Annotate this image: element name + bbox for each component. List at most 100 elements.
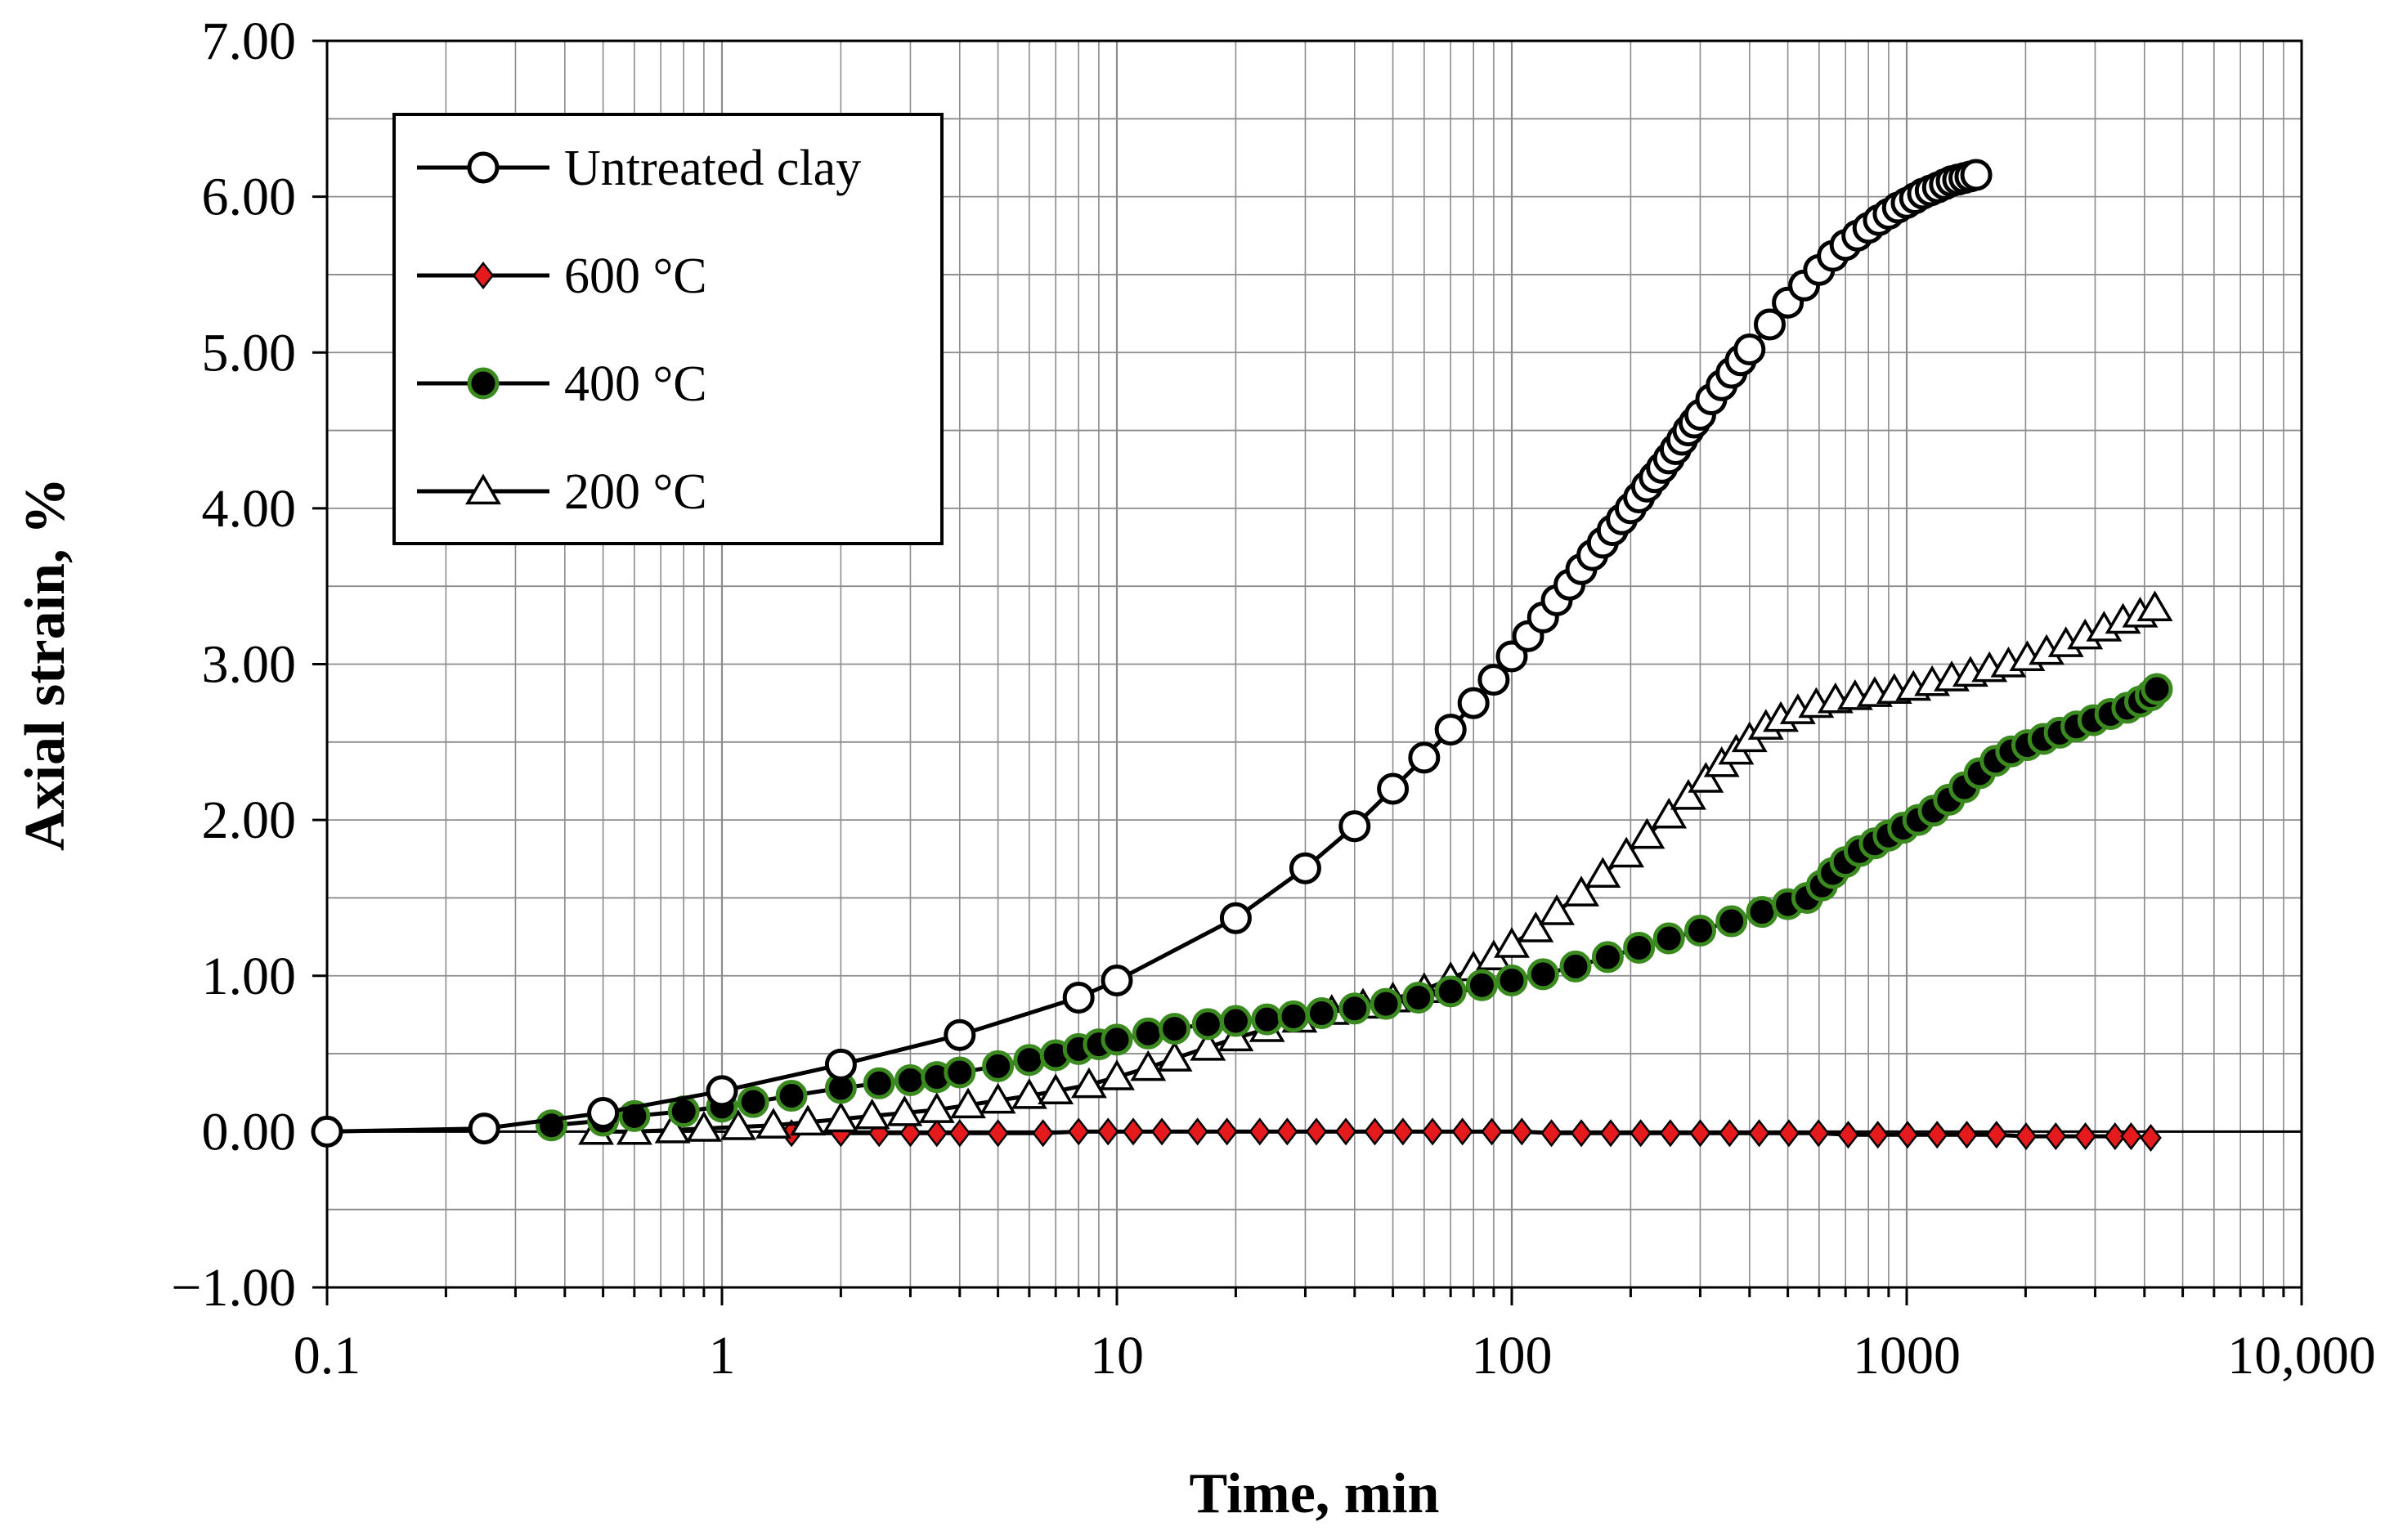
data-point <box>1132 1017 1164 1050</box>
data-point <box>1159 1013 1191 1045</box>
data-point <box>1276 1117 1298 1146</box>
x-axis-title: Time, min <box>1190 1462 1440 1525</box>
legend-label: Untreated clay <box>564 141 861 196</box>
y-tick-label: 2.00 <box>202 790 297 850</box>
data-point <box>1659 1119 1682 1148</box>
y-tick-label: −1.00 <box>171 1258 296 1318</box>
series-untreated-clay <box>311 159 1993 1148</box>
x-tick-label: 0.1 <box>294 1326 361 1386</box>
data-point <box>1494 927 1530 958</box>
data-point <box>2140 1123 2162 1153</box>
data-point <box>1216 1117 1238 1146</box>
data-point <box>1527 958 1559 991</box>
data-point <box>982 1050 1015 1082</box>
data-point <box>535 1109 567 1142</box>
data-point <box>311 1115 343 1148</box>
data-point <box>1477 664 1510 696</box>
data-point <box>1305 997 1338 1029</box>
data-point <box>1629 817 1666 849</box>
data-point <box>1563 875 1599 907</box>
data-point <box>1539 894 1575 925</box>
data-point <box>948 1119 971 1148</box>
legend: Untreated clay 600 °C 400 °C 200 °C <box>392 113 944 545</box>
y-tick-label: 3.00 <box>202 635 297 695</box>
data-point <box>2104 1122 2127 1151</box>
data-point <box>1754 308 1787 341</box>
data-point <box>894 1063 926 1096</box>
data-point <box>1150 1117 1173 1146</box>
legend-entry: Untreated clay <box>417 141 861 196</box>
y-tick-label: 7.00 <box>202 11 297 71</box>
y-tick-label: 6.00 <box>202 168 297 227</box>
data-point <box>987 1119 1009 1148</box>
legend-entry: 600 °C <box>417 248 707 304</box>
data-point <box>1599 1119 1622 1148</box>
data-point <box>1249 1117 1271 1146</box>
data-point <box>1778 1119 1800 1148</box>
data-point <box>1510 1117 1533 1146</box>
data-point <box>1837 1121 1859 1149</box>
series-600-c <box>780 1117 2162 1153</box>
data-point <box>1623 931 1656 964</box>
data-point <box>2074 1122 2096 1151</box>
data-point <box>1421 1117 1444 1146</box>
x-tick-label: 100 <box>1472 1326 1553 1386</box>
y-tick-label: 0.00 <box>202 1102 297 1162</box>
legend-box <box>392 113 944 545</box>
data-point <box>1377 772 1410 805</box>
data-point <box>1186 1117 1208 1146</box>
data-point <box>1457 687 1490 719</box>
data-point <box>587 1097 620 1129</box>
data-point <box>1392 1117 1414 1146</box>
data-point <box>1038 1073 1074 1104</box>
data-point <box>1364 1117 1386 1146</box>
y-tick-label: 5.00 <box>202 323 297 383</box>
series-200-c <box>578 590 2173 1145</box>
data-point <box>1608 836 1645 868</box>
data-point <box>1062 981 1095 1014</box>
data-point <box>1130 1050 1167 1081</box>
data-point <box>1926 1121 1948 1149</box>
data-point <box>2120 1122 2142 1151</box>
series-line <box>791 1129 2151 1140</box>
data-point <box>2045 1122 2067 1151</box>
data-point <box>1518 911 1554 942</box>
data-point <box>1689 1119 1711 1148</box>
data-point <box>1338 810 1371 843</box>
tick-labels: 0.1 1 10 100 1000 10,000 −1.00 0.00 1.00 2.00 3.00… <box>171 11 2375 1386</box>
data-point <box>823 1101 859 1133</box>
data-point <box>1067 1117 1090 1146</box>
data-point <box>1591 941 1624 974</box>
data-point <box>1408 741 1441 774</box>
data-point <box>2015 1122 2038 1151</box>
x-tick-label: 1 <box>709 1326 736 1386</box>
data-point <box>775 1080 808 1112</box>
data-point <box>950 1087 986 1119</box>
data-point <box>1096 1117 1119 1146</box>
data-point <box>1715 905 1748 938</box>
data-point <box>1122 1117 1145 1146</box>
data-point <box>1334 1117 1357 1146</box>
data-point <box>918 1092 955 1123</box>
data-point <box>1101 1023 1133 1056</box>
data-point <box>1251 1003 1284 1036</box>
data-point <box>1156 1041 1193 1072</box>
data-point <box>1630 1119 1652 1148</box>
legend-label: 600 °C <box>564 248 707 304</box>
x-tick-label: 1000 <box>1853 1326 1961 1386</box>
data-point <box>1807 1119 1830 1148</box>
data-point <box>720 1109 756 1140</box>
data-point <box>1559 950 1592 983</box>
data-point <box>1101 964 1133 996</box>
data-point <box>1651 797 1688 829</box>
data-point <box>1190 1029 1226 1061</box>
data-point <box>1495 640 1528 673</box>
data-point <box>886 1095 923 1126</box>
data-point <box>1748 1119 1770 1148</box>
data-point <box>1733 333 1766 365</box>
data-point <box>1434 975 1467 1008</box>
data-point <box>468 1112 500 1145</box>
data-point <box>824 1048 857 1081</box>
data-point <box>926 1119 948 1148</box>
